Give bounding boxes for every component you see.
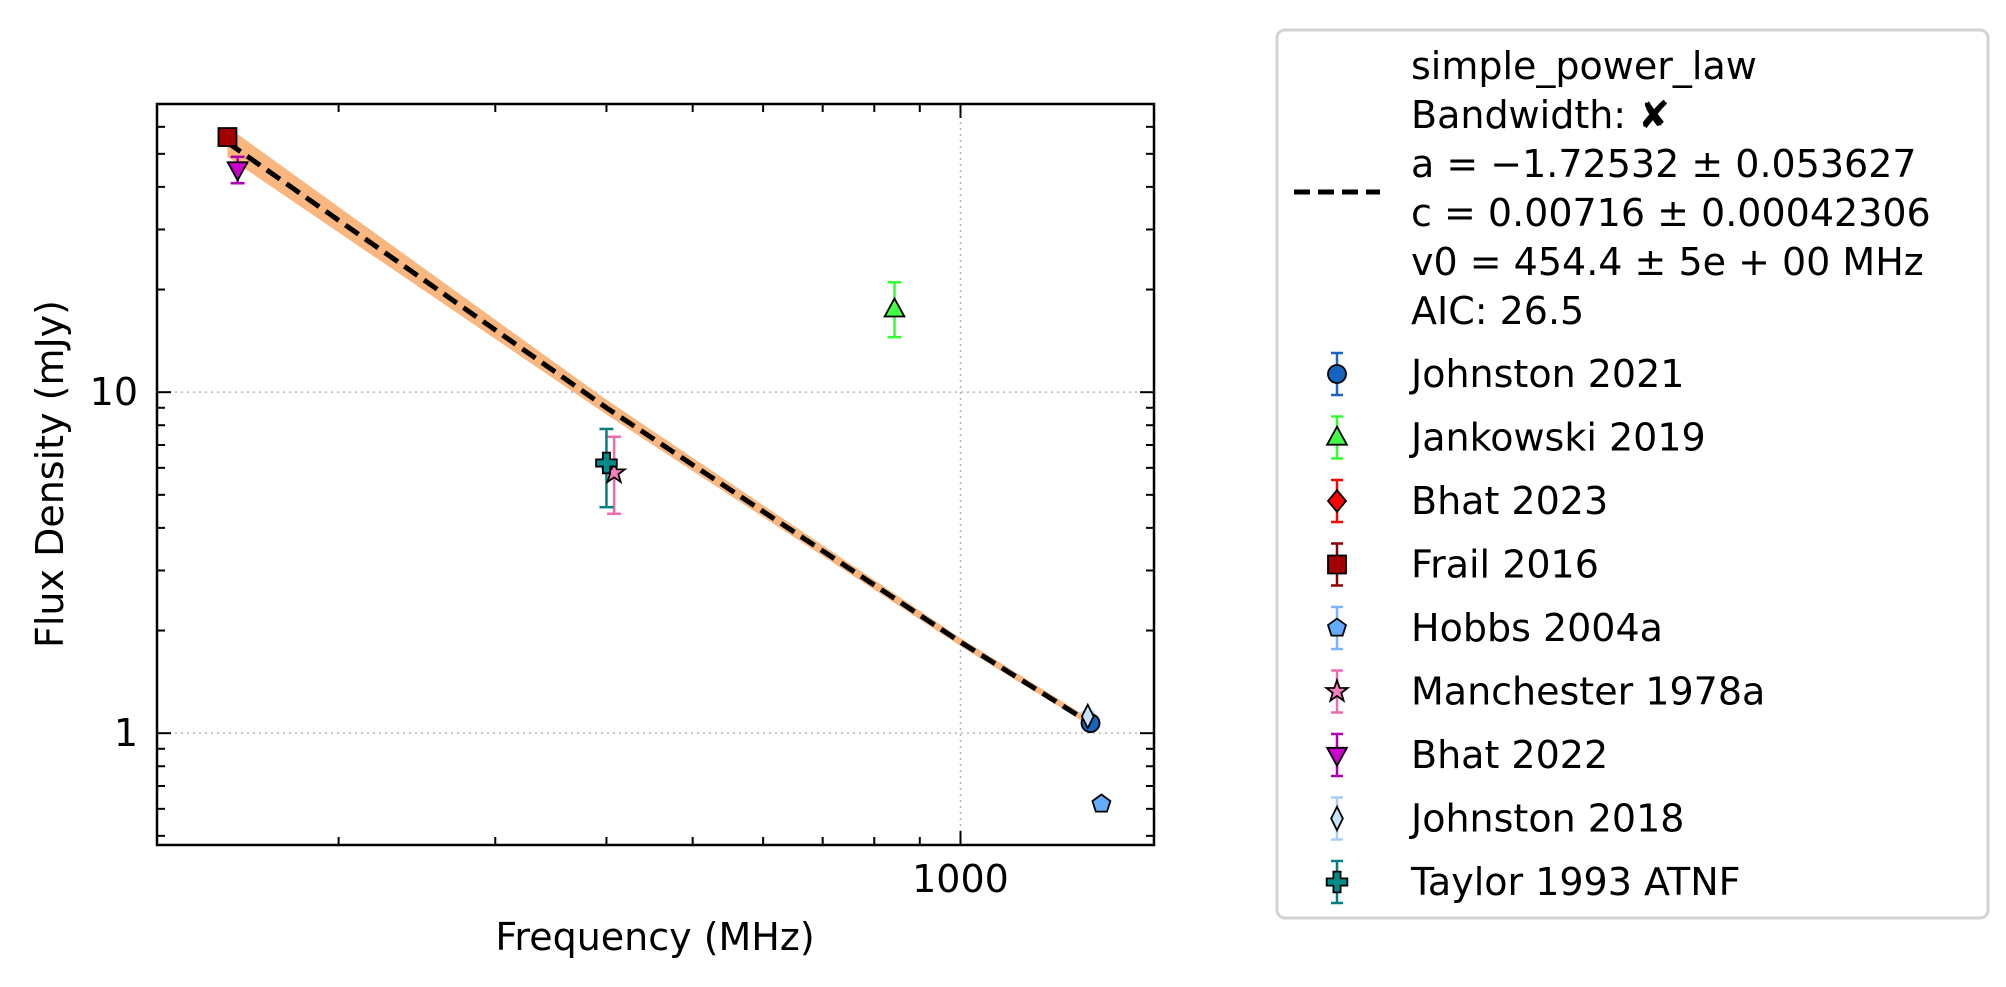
data-point: [1091, 793, 1112, 813]
legend-entry: Jankowski 2019: [1325, 415, 1706, 460]
x-tick-label: 1000: [912, 857, 1009, 901]
legend-fit-c: c = 0.00716 ± 0.00042306: [1411, 191, 1931, 235]
legend-label: Johnston 2021: [1409, 352, 1684, 396]
legend-entries: Johnston 2021 Jankowski 2019 Bhat 2023 Frai…: [1323, 351, 1765, 905]
legend-entry: Johnston 2021: [1327, 351, 1684, 397]
fit-line: [226, 140, 1092, 726]
legend-marker: [1330, 804, 1344, 833]
legend-label: Manchester 1978a: [1411, 670, 1765, 714]
legend-entry: Frail 2016: [1327, 542, 1599, 587]
legend-fit-aic: AIC: 26.5: [1411, 289, 1584, 333]
legend-label: Jankowski 2019: [1409, 416, 1706, 460]
legend-marker: [1325, 746, 1349, 768]
legend-entry: Bhat 2023: [1326, 478, 1608, 524]
grid-lines: [157, 104, 1154, 845]
y-axis-label: Flux Density (mJy): [28, 300, 72, 648]
legend-marker: [1323, 677, 1351, 703]
legend-marker: [1325, 424, 1349, 446]
legend-fit-v0: v0 = 454.4 ± 5e + 00 MHz: [1411, 240, 1924, 284]
legend-entry: Taylor 1993 ATNF: [1325, 859, 1741, 905]
legend-fit-name: simple_power_law: [1411, 44, 1757, 88]
data-point: [226, 161, 250, 183]
y-tick-label: 1: [114, 711, 138, 755]
legend: simple_power_law Bandwidth: ✘ a = −1.725…: [1275, 28, 1990, 920]
legend-frame: [1275, 28, 1990, 920]
tick-labels: 1000 1 10: [90, 370, 1009, 901]
legend-label: Taylor 1993 ATNF: [1410, 860, 1741, 904]
data-point: [595, 451, 618, 475]
legend-marker: [1327, 554, 1347, 575]
legend-marker: [1326, 617, 1348, 637]
x-axis-label: Frequency (MHz): [495, 915, 814, 959]
legend-marker: [1327, 364, 1347, 384]
legend-fit-bandwidth: Bandwidth: ✘: [1411, 93, 1670, 137]
data-markers: [217, 127, 1112, 813]
legend-label: Johnston 2018: [1409, 797, 1684, 841]
legend-label: Frail 2016: [1411, 543, 1599, 587]
legend-label: Bhat 2023: [1411, 479, 1608, 523]
legend-entry: Bhat 2022: [1325, 732, 1608, 778]
axis-ticks: [157, 104, 1154, 845]
legend-fit-a: a = −1.72532 ± 0.053627: [1411, 142, 1917, 186]
legend-label: Hobbs 2004a: [1411, 606, 1663, 650]
data-point: [883, 296, 906, 318]
legend-entry: Johnston 2018: [1330, 796, 1684, 841]
legend-label: Bhat 2022: [1411, 733, 1608, 777]
plot-frame: [155, 102, 1156, 847]
legend-entry: Hobbs 2004a: [1326, 605, 1663, 651]
data-point: [1080, 702, 1095, 731]
data-point: [217, 127, 238, 147]
legend-marker: [1325, 870, 1349, 894]
fit-band-area: [227, 126, 1091, 726]
fit-line-path: [226, 140, 1092, 726]
fit-uncertainty-band: [227, 126, 1091, 726]
plot-area: 1000 1 10: [90, 102, 1156, 901]
y-tick-label: 10: [90, 370, 138, 414]
legend-marker: [1326, 488, 1348, 514]
legend-entry: Manchester 1978a: [1323, 669, 1765, 714]
